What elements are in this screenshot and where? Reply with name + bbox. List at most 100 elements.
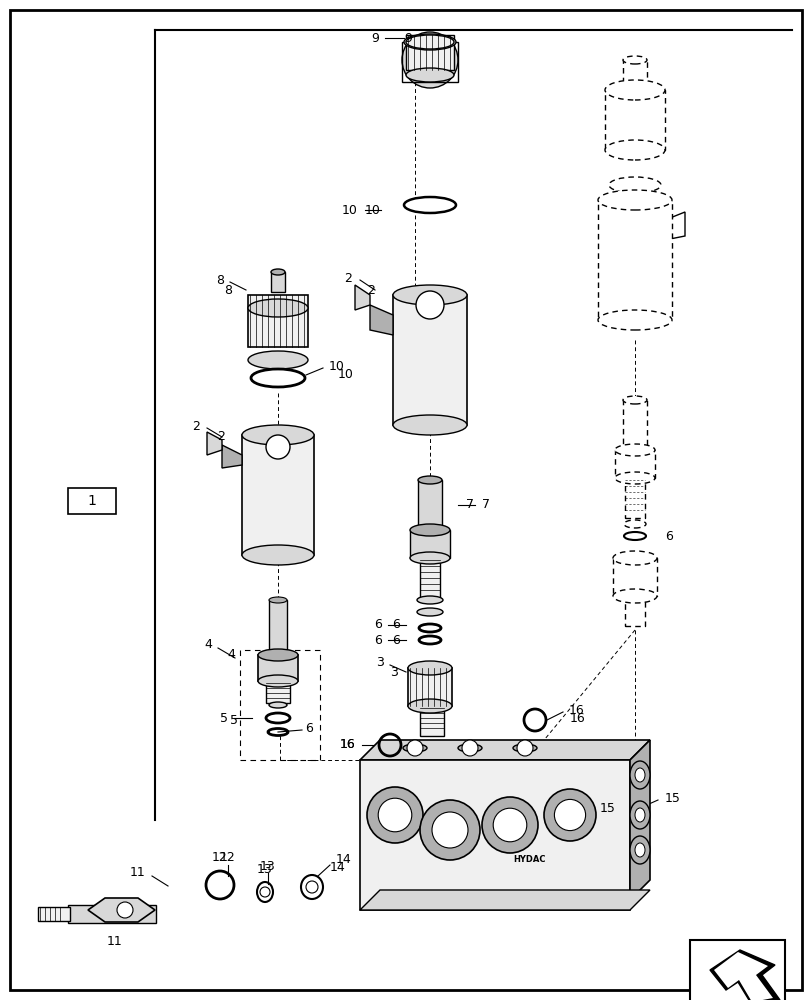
Bar (68, 488, 116, 514)
Circle shape (415, 46, 444, 74)
Text: 11: 11 (129, 866, 145, 880)
Ellipse shape (407, 699, 452, 713)
Circle shape (266, 435, 290, 459)
Bar (38, 907, 70, 921)
Ellipse shape (417, 596, 443, 604)
Bar (68, 905, 156, 923)
Bar (418, 480, 441, 530)
Text: 12: 12 (220, 851, 235, 864)
Text: 3: 3 (375, 656, 384, 670)
Bar (622, 60, 646, 92)
Ellipse shape (417, 608, 443, 616)
Ellipse shape (634, 808, 644, 822)
Text: HYDAC: HYDAC (513, 855, 546, 864)
Ellipse shape (597, 310, 672, 330)
Polygon shape (359, 740, 649, 760)
Text: 6: 6 (392, 634, 400, 648)
Ellipse shape (404, 197, 456, 213)
Polygon shape (88, 898, 155, 922)
Text: 10: 10 (365, 204, 380, 217)
Polygon shape (709, 950, 779, 1000)
Text: 9: 9 (371, 32, 379, 45)
Ellipse shape (614, 444, 654, 456)
Circle shape (482, 797, 538, 853)
Bar (597, 200, 672, 320)
Ellipse shape (629, 761, 649, 789)
Text: 14: 14 (329, 861, 345, 874)
Circle shape (431, 812, 467, 848)
Polygon shape (359, 890, 649, 910)
Ellipse shape (247, 299, 307, 317)
Text: 2: 2 (217, 430, 225, 444)
Polygon shape (354, 285, 370, 310)
Ellipse shape (247, 351, 307, 369)
Text: 10: 10 (328, 360, 345, 372)
Text: 5: 5 (220, 711, 228, 724)
Ellipse shape (251, 369, 305, 387)
Bar (689, 940, 784, 1000)
Bar (359, 760, 629, 910)
Text: 16: 16 (569, 711, 585, 724)
Bar (622, 400, 646, 450)
Circle shape (554, 799, 585, 831)
Polygon shape (713, 952, 772, 1000)
Ellipse shape (612, 551, 656, 565)
Bar (258, 655, 298, 681)
Ellipse shape (634, 768, 644, 782)
Text: 1: 1 (88, 494, 97, 508)
Text: 8: 8 (216, 273, 224, 286)
Ellipse shape (614, 472, 654, 484)
Bar (410, 530, 449, 558)
Bar (419, 706, 444, 736)
Bar (393, 295, 466, 425)
Text: 2: 2 (192, 420, 200, 432)
Bar (604, 90, 664, 150)
Circle shape (378, 798, 411, 832)
Ellipse shape (393, 415, 466, 435)
Bar (271, 272, 285, 292)
Text: 5: 5 (230, 713, 238, 726)
Ellipse shape (457, 744, 482, 752)
Ellipse shape (418, 476, 441, 484)
Polygon shape (629, 740, 649, 900)
Text: 13: 13 (260, 860, 276, 874)
Text: 2: 2 (344, 271, 351, 284)
Text: 4: 4 (227, 648, 234, 662)
Text: 6: 6 (374, 618, 381, 632)
Circle shape (367, 787, 423, 843)
Text: 8: 8 (224, 284, 232, 296)
Bar (612, 558, 656, 596)
Text: 12: 12 (212, 851, 228, 864)
Polygon shape (370, 305, 393, 335)
Ellipse shape (622, 396, 646, 404)
Ellipse shape (402, 744, 427, 752)
Text: 16: 16 (339, 738, 354, 752)
Ellipse shape (513, 744, 536, 752)
Ellipse shape (597, 190, 672, 210)
Ellipse shape (418, 526, 441, 534)
Ellipse shape (268, 597, 286, 603)
Bar (624, 596, 644, 626)
Circle shape (406, 740, 423, 756)
Text: 11: 11 (107, 935, 122, 948)
Bar (406, 35, 453, 70)
Bar (624, 478, 644, 518)
Ellipse shape (258, 675, 298, 687)
Ellipse shape (407, 661, 452, 675)
Text: 4: 4 (204, 638, 212, 652)
Circle shape (461, 740, 478, 756)
Bar (242, 435, 314, 555)
Bar (240, 650, 320, 760)
Ellipse shape (242, 425, 314, 445)
Ellipse shape (406, 68, 453, 82)
Polygon shape (221, 445, 242, 468)
Ellipse shape (242, 545, 314, 565)
Text: 2: 2 (367, 284, 375, 296)
Ellipse shape (406, 35, 453, 49)
Circle shape (517, 740, 532, 756)
Bar (247, 295, 307, 347)
Text: 6: 6 (305, 721, 312, 734)
Circle shape (543, 789, 595, 841)
Polygon shape (207, 432, 221, 455)
Ellipse shape (393, 285, 466, 305)
